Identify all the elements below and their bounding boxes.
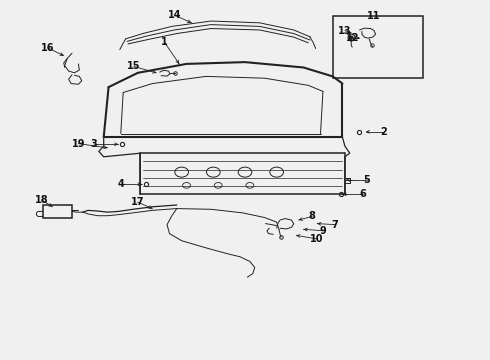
Text: 18: 18: [34, 195, 48, 204]
Text: 10: 10: [310, 234, 324, 244]
Text: 13: 13: [338, 26, 352, 36]
Text: 14: 14: [168, 10, 181, 20]
Text: 15: 15: [127, 62, 141, 71]
Text: 1: 1: [161, 37, 168, 48]
Bar: [140, 153, 345, 194]
Text: 8: 8: [309, 211, 316, 221]
Text: 4: 4: [118, 179, 124, 189]
Text: 19: 19: [72, 139, 85, 149]
Bar: [333, 16, 423, 78]
Bar: [43, 204, 72, 218]
Text: 12: 12: [345, 33, 359, 43]
Text: 2: 2: [380, 127, 387, 137]
Text: 3: 3: [91, 139, 98, 149]
Text: 17: 17: [131, 197, 145, 207]
Text: 9: 9: [319, 226, 326, 236]
Text: 7: 7: [332, 220, 339, 230]
Text: 16: 16: [41, 43, 54, 53]
Text: 5: 5: [364, 175, 370, 185]
Text: 6: 6: [360, 189, 367, 199]
Text: 11: 11: [368, 11, 381, 21]
